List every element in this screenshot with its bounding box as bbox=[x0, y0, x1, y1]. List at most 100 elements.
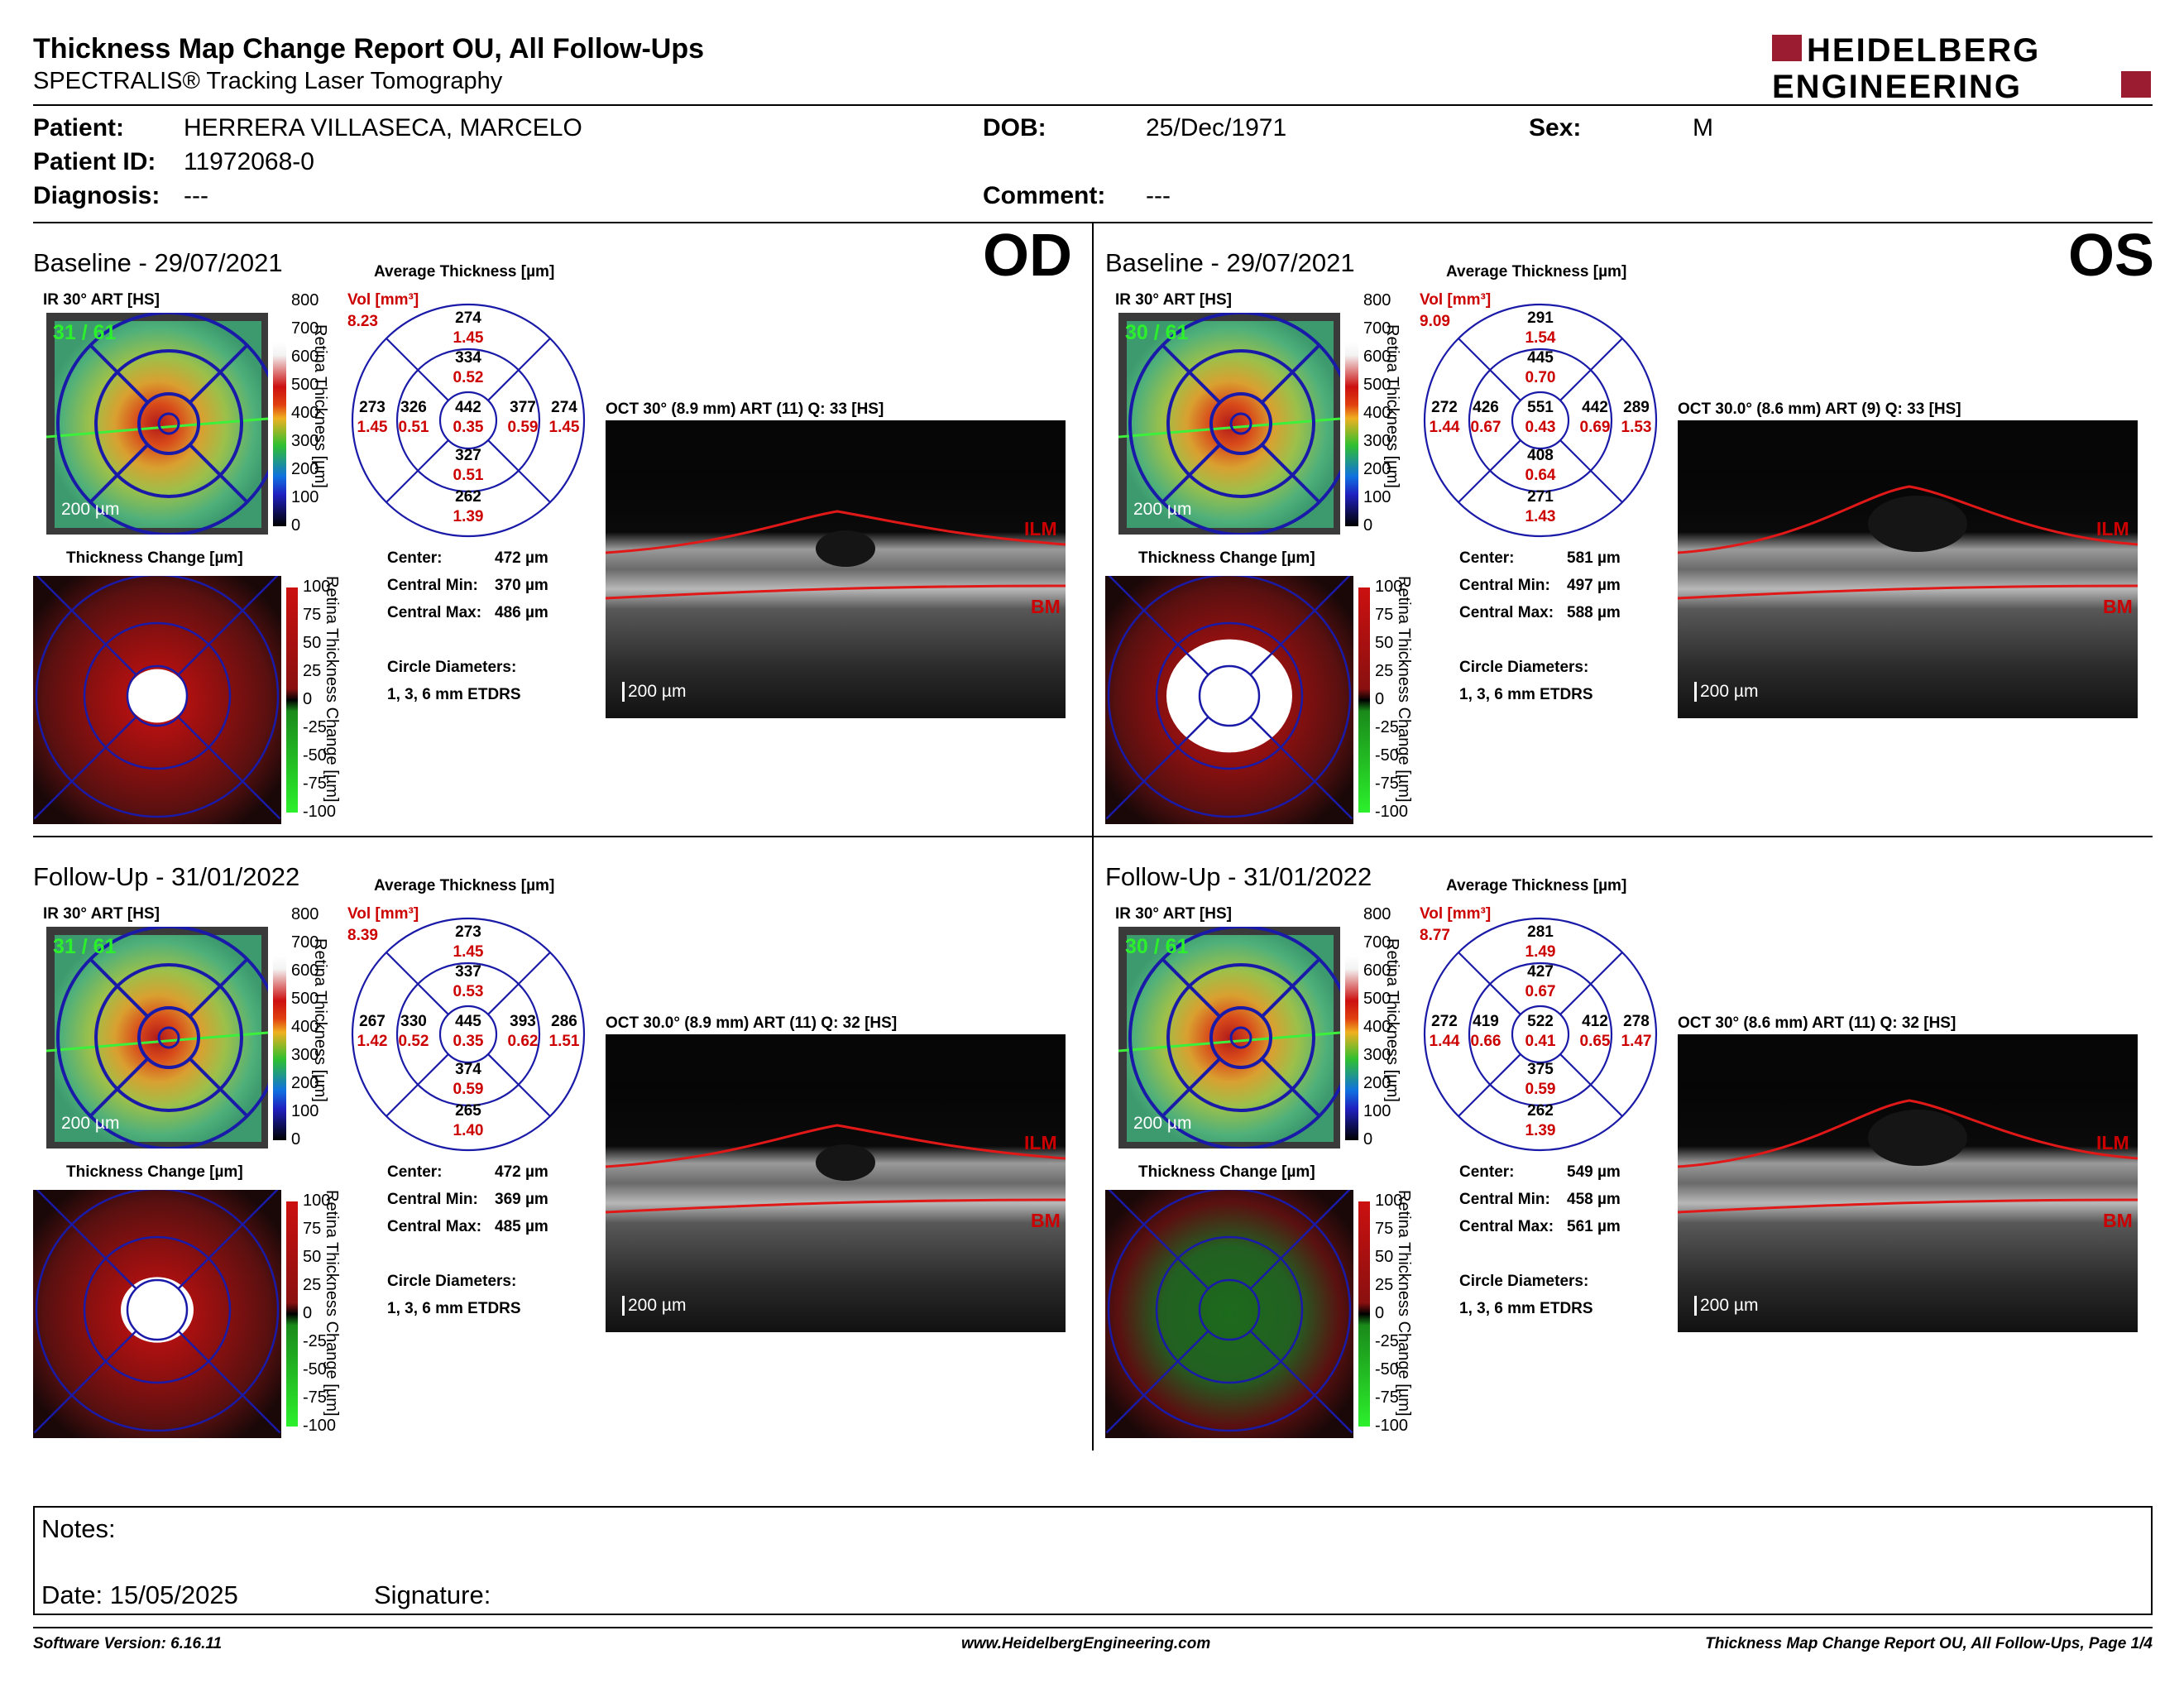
change-scale-tick: -25 bbox=[303, 1332, 327, 1350]
avg-thickness-label: Average Thickness [µm] bbox=[374, 263, 555, 281]
change-scale-tick: -100 bbox=[303, 803, 337, 821]
report-subtitle: SPECTRALIS® Tracking Laser Tomography bbox=[33, 68, 503, 94]
etdrs-outer-inf-value: 271 bbox=[1527, 488, 1554, 506]
oct-scan-label: OCT 30° (8.6 mm) ART (11) Q: 32 [HS] bbox=[1678, 1014, 1956, 1032]
ir-frame-count: 31 / 61 bbox=[53, 935, 117, 958]
change-scale-tick: 0 bbox=[303, 690, 313, 708]
oct-scale-label: 200 µm bbox=[622, 682, 686, 702]
dob-label: DOB: bbox=[983, 114, 1046, 141]
change-scale-tick: 25 bbox=[1375, 662, 1394, 680]
etdrs-inner-sup-volume: 0.53 bbox=[453, 983, 484, 1000]
ir-frame-count: 31 / 61 bbox=[53, 321, 117, 344]
etdrs-inner-inf-volume: 0.59 bbox=[453, 1081, 484, 1098]
thickness-scale-tick: 100 bbox=[1363, 488, 1391, 506]
thickness-scale-tick: 700 bbox=[291, 319, 319, 338]
oct-bm-label: BM bbox=[2103, 596, 2133, 617]
etdrs-inner-r-volume: 0.69 bbox=[1579, 419, 1611, 436]
thickness-change-label: Thickness Change [µm] bbox=[1138, 549, 1315, 567]
oct-bscan-image: ILM BM 200 µm bbox=[606, 420, 1066, 718]
avg-thickness-label: Average Thickness [µm] bbox=[374, 877, 555, 894]
thickness-scale-tick: 300 bbox=[1363, 1046, 1391, 1064]
etdrs-inner-sup-value: 427 bbox=[1527, 963, 1554, 981]
central-min-value: 370 µm bbox=[495, 577, 548, 594]
change-scale-tick: 50 bbox=[1375, 634, 1394, 652]
etdrs-outer-r-volume: 1.53 bbox=[1621, 419, 1652, 436]
center-value: 581 µm bbox=[1567, 549, 1621, 567]
change-scale-tick: -75 bbox=[1375, 774, 1399, 793]
change-scale-tick: 50 bbox=[1375, 1248, 1394, 1266]
etdrs-inner-r-value: 412 bbox=[1582, 1013, 1608, 1030]
avg-thickness-label: Average Thickness [µm] bbox=[1446, 263, 1627, 281]
ir-scale-label: 200 µm bbox=[61, 1114, 120, 1133]
etdrs-inner-sup-value: 337 bbox=[455, 963, 481, 981]
etdrs-outer-sup-volume: 1.49 bbox=[1525, 943, 1556, 961]
thickness-colorbar bbox=[1345, 915, 1358, 1140]
etdrs-inner-inf-value: 375 bbox=[1527, 1061, 1554, 1078]
ir-thickness-image: 30 / 61 200 µm bbox=[1118, 927, 1340, 1149]
website-link[interactable]: www.HeidelbergEngineering.com bbox=[961, 1635, 1211, 1652]
thickness-scale-tick: 600 bbox=[291, 961, 319, 980]
thickness-axis-label: Retina Thickness [µm] bbox=[1383, 324, 1401, 488]
svg-text:ENGINEERING: ENGINEERING bbox=[1772, 69, 2022, 103]
ir-image-label: IR 30° ART [HS] bbox=[43, 905, 160, 923]
etdrs-inner-r-value: 442 bbox=[1582, 399, 1608, 416]
oct-scale-label: 200 µm bbox=[622, 1296, 686, 1316]
change-scale-tick: -50 bbox=[1375, 746, 1399, 765]
thickness-scale-tick: 500 bbox=[1363, 990, 1391, 1008]
change-scale-tick: 0 bbox=[1375, 690, 1385, 708]
etdrs-outer-sup-value: 273 bbox=[455, 923, 481, 941]
center-value: 472 µm bbox=[495, 549, 548, 567]
central-max-label: Central Max: bbox=[1459, 604, 1554, 621]
etdrs-inner-l-volume: 0.66 bbox=[1470, 1033, 1502, 1050]
thickness-scale-tick: 200 bbox=[1363, 460, 1391, 478]
etdrs-c-value: 522 bbox=[1527, 1013, 1554, 1030]
panel-os_base: Baseline - 29/07/2021 Average Thickness [… bbox=[1072, 0, 2144, 824]
comment-label: Comment: bbox=[983, 182, 1106, 209]
change-scale-tick: -25 bbox=[1375, 718, 1399, 736]
sex-value: M bbox=[1693, 114, 1713, 141]
etdrs-outer-l-value: 273 bbox=[359, 399, 386, 416]
thickness-scale-tick: 600 bbox=[1363, 348, 1391, 366]
oct-ilm-label: ILM bbox=[2096, 1132, 2129, 1153]
change-scale-tick: 75 bbox=[303, 606, 322, 624]
patient-id: 11972068-0 bbox=[184, 148, 314, 175]
oct-scale-label: 200 µm bbox=[1694, 1296, 1758, 1316]
diagnosis-value: --- bbox=[184, 182, 208, 209]
thickness-scale-tick: 400 bbox=[1363, 1018, 1391, 1036]
etdrs-inner-l-value: 326 bbox=[400, 399, 427, 416]
panel-od_base: Baseline - 29/07/2021 Average Thickness [… bbox=[0, 0, 1072, 824]
change-scale-tick: 75 bbox=[1375, 1220, 1394, 1238]
etdrs-outer-l-volume: 1.42 bbox=[357, 1033, 388, 1050]
ir-image-label: IR 30° ART [HS] bbox=[43, 291, 160, 309]
thickness-change-colorbar bbox=[286, 1201, 298, 1427]
oct-ilm-label: ILM bbox=[2096, 518, 2129, 539]
signature-label: Signature: bbox=[374, 1580, 491, 1609]
etdrs-outer-inf-volume: 1.39 bbox=[1525, 1122, 1556, 1139]
etdrs-outer-l-volume: 1.45 bbox=[357, 419, 388, 436]
etdrs-outer-l-value: 267 bbox=[359, 1013, 386, 1030]
thickness-scale-tick: 0 bbox=[291, 516, 301, 535]
center-value: 549 µm bbox=[1567, 1163, 1621, 1181]
central-min-label: Central Min: bbox=[387, 1191, 478, 1208]
oct-bm-label: BM bbox=[1031, 596, 1061, 617]
thickness-scale-tick: 300 bbox=[1363, 432, 1391, 450]
thickness-colorbar bbox=[1345, 301, 1358, 526]
vol-label: Vol [mm³] bbox=[347, 291, 419, 309]
etdrs-inner-r-volume: 0.59 bbox=[507, 419, 539, 436]
ir-scale-label: 200 µm bbox=[1133, 500, 1192, 519]
etdrs-inner-r-volume: 0.62 bbox=[507, 1033, 539, 1050]
etdrs-c-volume: 0.35 bbox=[453, 1033, 484, 1050]
change-scale-tick: 100 bbox=[303, 578, 331, 596]
thickness-axis-label: Retina Thickness [µm] bbox=[311, 324, 329, 488]
center-value: 472 µm bbox=[495, 1163, 548, 1181]
change-scale-tick: 50 bbox=[303, 634, 322, 652]
eye-label-os: OS bbox=[2068, 223, 2155, 289]
ir-image-label: IR 30° ART [HS] bbox=[1115, 905, 1232, 923]
oct-bscan-image: ILM BM 200 µm bbox=[606, 1034, 1066, 1332]
thickness-colorbar bbox=[273, 915, 286, 1140]
change-scale-tick: 100 bbox=[303, 1192, 331, 1210]
etdrs-outer-sup-value: 291 bbox=[1527, 309, 1554, 327]
thickness-scale-tick: 600 bbox=[1363, 961, 1391, 980]
etdrs-inner-inf-volume: 0.51 bbox=[453, 467, 484, 484]
etdrs-inner-l-volume: 0.67 bbox=[1470, 419, 1502, 436]
